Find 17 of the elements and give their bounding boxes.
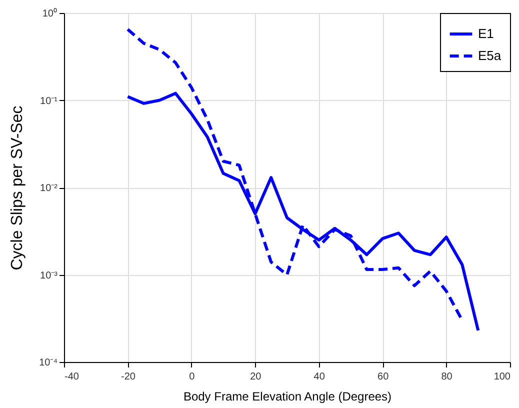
y-tick-label: 10⁻³ <box>40 270 58 282</box>
y-tick-label: 10⁻¹ <box>40 96 58 107</box>
x-tick-label: 40 <box>314 372 326 382</box>
legend-label: E5a <box>478 48 502 63</box>
x-tick-label: 100 <box>494 372 511 382</box>
x-tick-label: 20 <box>250 372 262 382</box>
x-tick-label: -40 <box>64 372 80 382</box>
x-tick-label: 60 <box>378 372 390 382</box>
y-tick-label: 10⁰ <box>42 8 58 20</box>
y-tick-label: 10⁻⁴ <box>39 358 58 368</box>
legend-label: E1 <box>478 26 494 41</box>
x-tick-label: 0 <box>189 372 196 382</box>
x-axis-title: Body Frame Elevation Angle (Degrees) <box>183 390 392 404</box>
x-tick-label: -20 <box>120 372 136 382</box>
y-tick-label: 10⁻² <box>40 183 58 194</box>
y-axis-title: Cycle Slips per SV-Sec <box>9 106 26 270</box>
x-tick-label: 80 <box>441 372 453 382</box>
